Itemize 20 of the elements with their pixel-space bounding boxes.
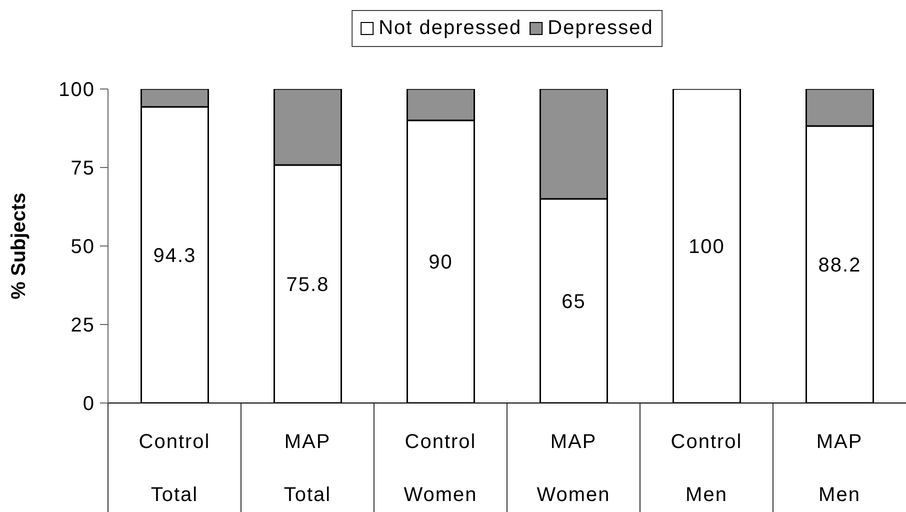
category-label: Control Total [138,431,210,506]
y-tick-label: 100 [58,79,95,101]
y-tick-label: 0 [82,393,95,415]
category-label: MAP Women [536,431,610,506]
y-tick-label: 25 [70,314,95,336]
legend-label: Not depressed [378,17,522,40]
category-label: Control Women [404,431,478,506]
y-axis-title: % Subjects [8,192,30,300]
data-label: 65 [562,290,586,313]
category-label: MAP Total [284,431,332,506]
y-tick-label: 50 [70,236,95,258]
category-label: MAP Men [816,431,863,506]
legend-label: Depressed [548,17,654,40]
data-label: 75.8 [286,274,330,296]
category-label: Control Men [670,431,742,506]
data-label: 100 [688,236,725,258]
data-label: 88.2 [818,254,862,277]
y-tick-label: 75 [70,158,95,180]
data-label: 94.3 [153,244,196,267]
data-label: 90 [428,252,453,274]
